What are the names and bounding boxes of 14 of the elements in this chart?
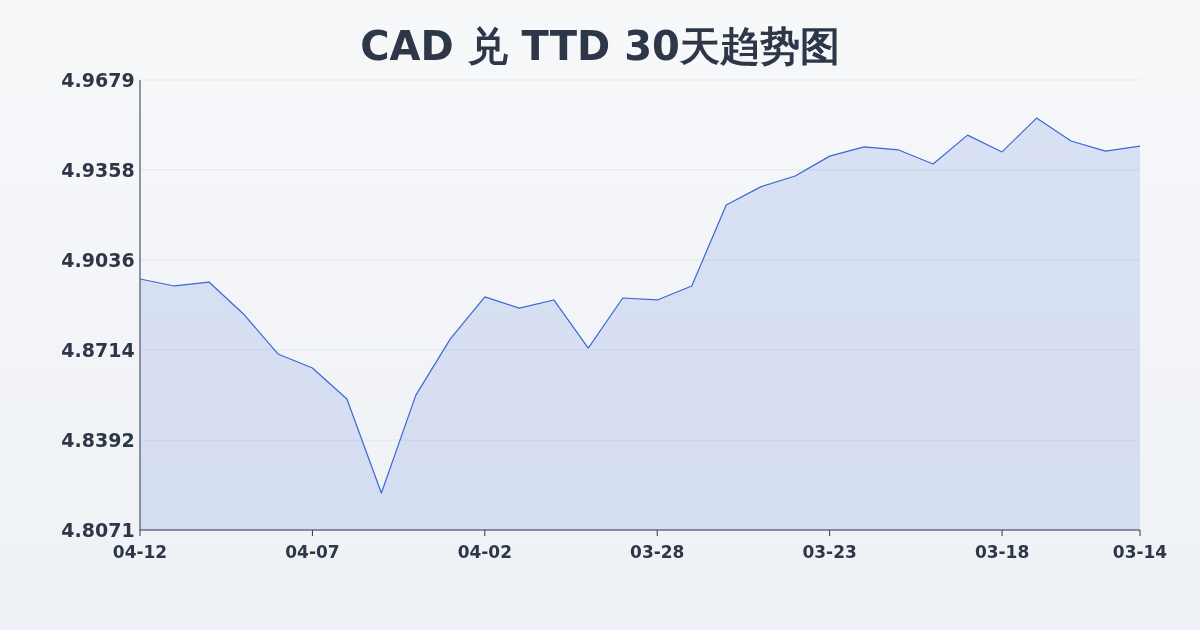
x-tick-label: 04-12 xyxy=(112,542,168,562)
y-tick-label: 4.9679 xyxy=(61,69,135,91)
x-tick-label: 03-18 xyxy=(974,542,1030,562)
x-tick-label: 04-02 xyxy=(457,542,513,562)
x-tick-label: 04-07 xyxy=(285,542,340,562)
y-tick-label: 4.8071 xyxy=(61,519,135,541)
y-tick-label: 4.8392 xyxy=(61,429,135,452)
y-tick-label: 4.8714 xyxy=(61,339,135,362)
x-tick-label: 03-23 xyxy=(802,542,857,562)
y-tick-label: 4.9036 xyxy=(61,248,135,271)
y-tick-label: 4.9358 xyxy=(61,158,135,181)
chart-title: CAD 兑 TTD 30天趋势图 xyxy=(360,23,840,69)
x-tick-label: 03-14 xyxy=(1112,542,1168,562)
x-tick-label: 03-28 xyxy=(630,542,685,562)
